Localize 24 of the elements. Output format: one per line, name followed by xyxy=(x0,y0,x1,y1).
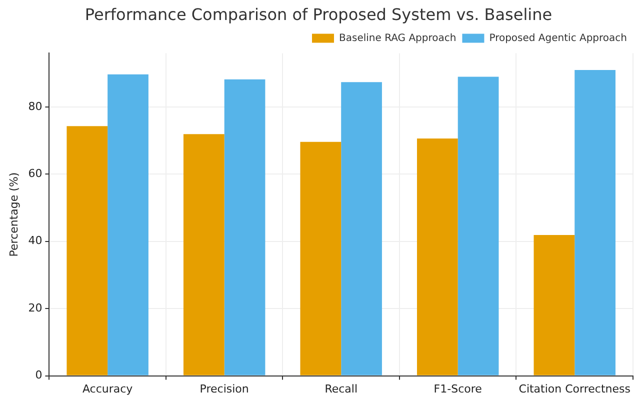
legend-label: Baseline RAG Approach xyxy=(338,32,456,44)
y-tick-label: 80 xyxy=(28,100,42,113)
bar xyxy=(458,76,499,376)
x-tick-label: Citation Correctness xyxy=(518,382,631,396)
y-tick-label: 60 xyxy=(28,167,42,180)
y-axis-title: Percentage (%) xyxy=(7,172,20,257)
bar xyxy=(224,79,266,376)
bar xyxy=(574,70,616,376)
bar xyxy=(534,235,575,376)
bar xyxy=(183,134,224,376)
chart-title: Performance Comparison of Proposed System vs. Baseline xyxy=(84,4,552,24)
x-tick-label: Recall xyxy=(324,382,358,396)
y-tick-label: 40 xyxy=(28,234,42,248)
bar xyxy=(66,126,108,376)
legend-label: Proposed Agentic Approach xyxy=(489,32,628,44)
bar xyxy=(416,138,458,376)
x-tick-label: Precision xyxy=(200,382,249,396)
x-tick-label: Accuracy xyxy=(82,382,134,396)
bar xyxy=(300,142,342,376)
x-tick-label: F1-Score xyxy=(434,382,482,396)
bar xyxy=(108,74,148,376)
y-tick-label: 0 xyxy=(35,368,42,382)
y-tick-label: 20 xyxy=(28,301,42,314)
bar xyxy=(341,82,382,376)
